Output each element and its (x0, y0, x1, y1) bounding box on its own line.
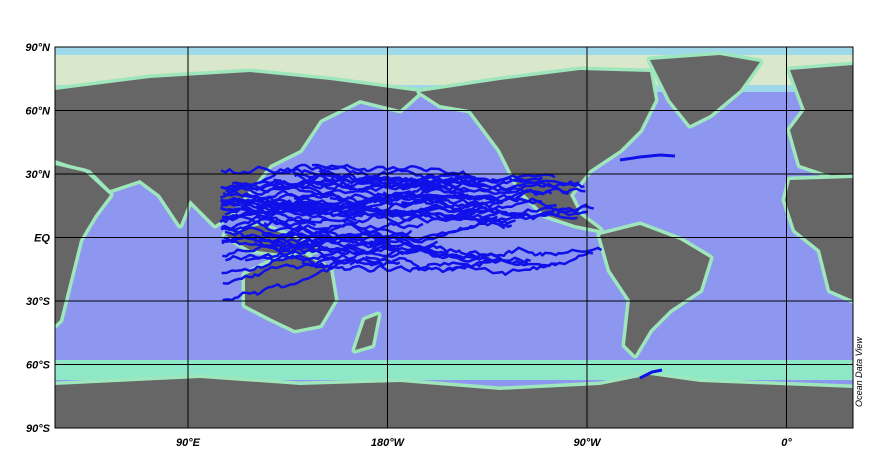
track (221, 251, 368, 275)
track (293, 172, 556, 193)
track (445, 251, 594, 272)
lat-label: 60°N (25, 106, 51, 118)
track (364, 181, 585, 196)
lon-label: 0° (781, 437, 792, 449)
track (222, 191, 358, 222)
track (224, 198, 489, 220)
lat-label: EQ (34, 233, 50, 245)
track (220, 183, 449, 210)
lat-label: 90°S (26, 423, 51, 435)
track (286, 163, 544, 184)
lat-label: 30°N (25, 169, 51, 181)
track (361, 218, 516, 242)
track (244, 230, 382, 262)
track (639, 368, 663, 380)
lon-label: 180°W (371, 437, 406, 449)
track (458, 203, 588, 224)
track (312, 163, 553, 201)
lat-label: 30°S (26, 296, 51, 308)
track (222, 260, 343, 285)
track (329, 192, 470, 207)
track (458, 202, 594, 217)
track (219, 214, 328, 224)
track (619, 153, 676, 162)
track (221, 175, 376, 196)
lat-label: 90°N (25, 42, 51, 54)
lon-label: 90°W (573, 437, 602, 449)
lat-label: 60°S (26, 360, 51, 372)
track (220, 206, 424, 230)
lon-label: 90°E (176, 437, 201, 449)
map-frame (54, 46, 854, 429)
credit: Ocean Data View (854, 337, 864, 407)
track (222, 258, 380, 302)
drifter-tracks (219, 153, 676, 380)
